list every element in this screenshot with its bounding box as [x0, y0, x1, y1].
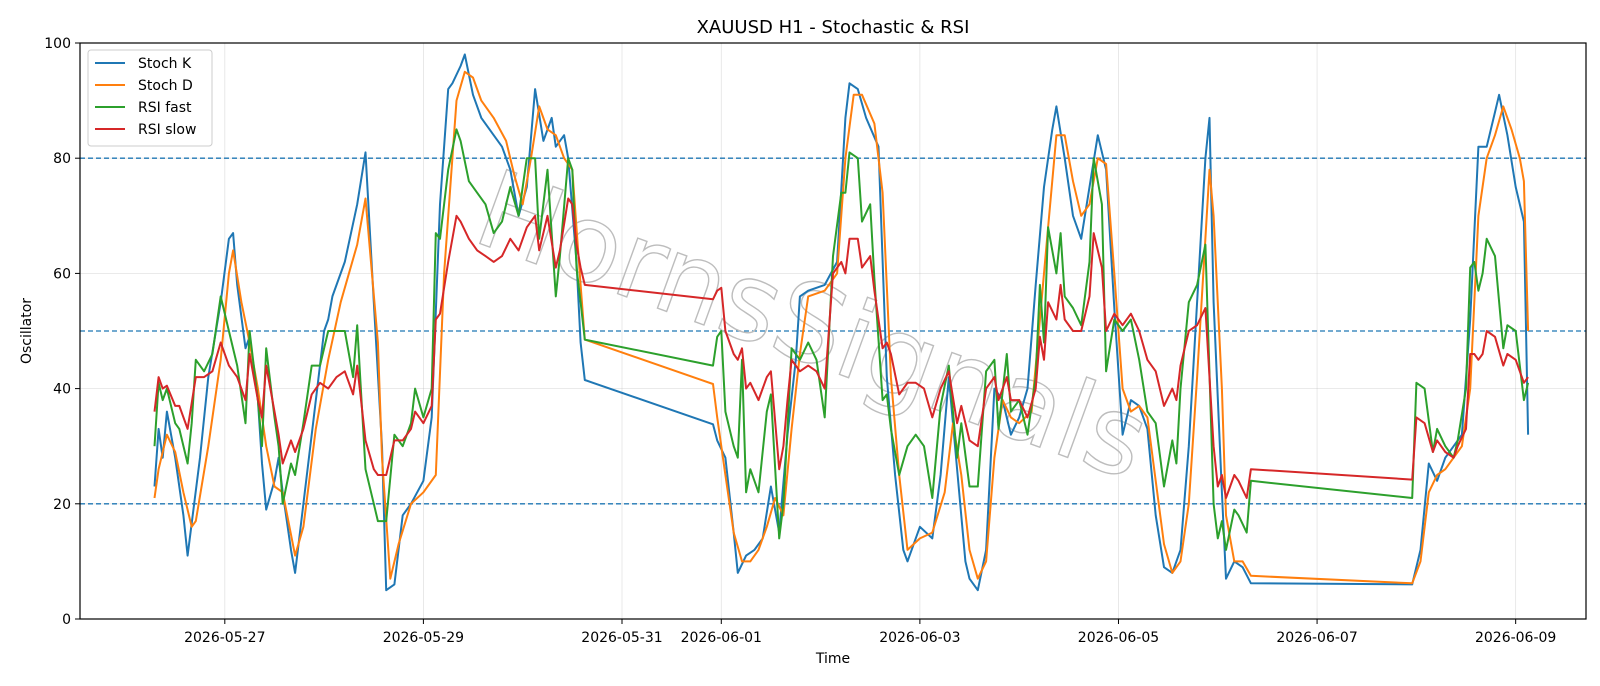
chart-title: XAUUSD H1 - Stochastic & RSI — [697, 17, 970, 38]
y-tick-label: 100 — [44, 36, 71, 52]
x-tick-label: 2026-06-09 — [1475, 630, 1556, 646]
y-tick-label: 0 — [62, 612, 71, 628]
series-line-rsi-slow — [153, 197, 1529, 499]
series-line-rsi-fast — [153, 128, 1530, 551]
legend-label-stoch-d: Stoch D — [138, 78, 193, 94]
x-tick-label: 2026-05-27 — [184, 630, 265, 646]
y-tick-label: 20 — [53, 497, 71, 513]
y-tick-label: 80 — [53, 151, 71, 167]
y-axis-ticks: 0 20 40 60 80 100 — [44, 36, 80, 628]
series-line-stoch-d — [153, 70, 1530, 585]
x-tick-label: 2026-05-31 — [581, 630, 662, 646]
x-tick-label: 2026-06-03 — [879, 630, 960, 646]
x-axis-ticks: 2026-05-27 2026-05-29 2026-05-31 2026-06-01… — [184, 619, 1556, 646]
legend-label-rsi-slow: RSI slow — [138, 122, 196, 138]
x-tick-label: 2026-06-07 — [1276, 630, 1357, 646]
plot-frame — [79, 42, 1587, 620]
legend: Stoch K Stoch D RSI fast RSI slow — [87, 49, 213, 147]
legend-box — [87, 49, 213, 147]
series-lines — [153, 53, 1530, 592]
y-tick-label: 60 — [53, 266, 71, 282]
x-tick-label: 2026-05-29 — [383, 630, 464, 646]
x-tick-label: 2026-06-05 — [1078, 630, 1159, 646]
legend-label-stoch-k: Stoch K — [138, 56, 192, 72]
x-axis-label: Time — [815, 651, 850, 667]
y-tick-label: 40 — [53, 382, 71, 398]
x-tick-label: 2026-06-01 — [681, 630, 762, 646]
y-axis-label: Oscillator — [19, 298, 35, 364]
legend-label-rsi-fast: RSI fast — [138, 100, 192, 116]
